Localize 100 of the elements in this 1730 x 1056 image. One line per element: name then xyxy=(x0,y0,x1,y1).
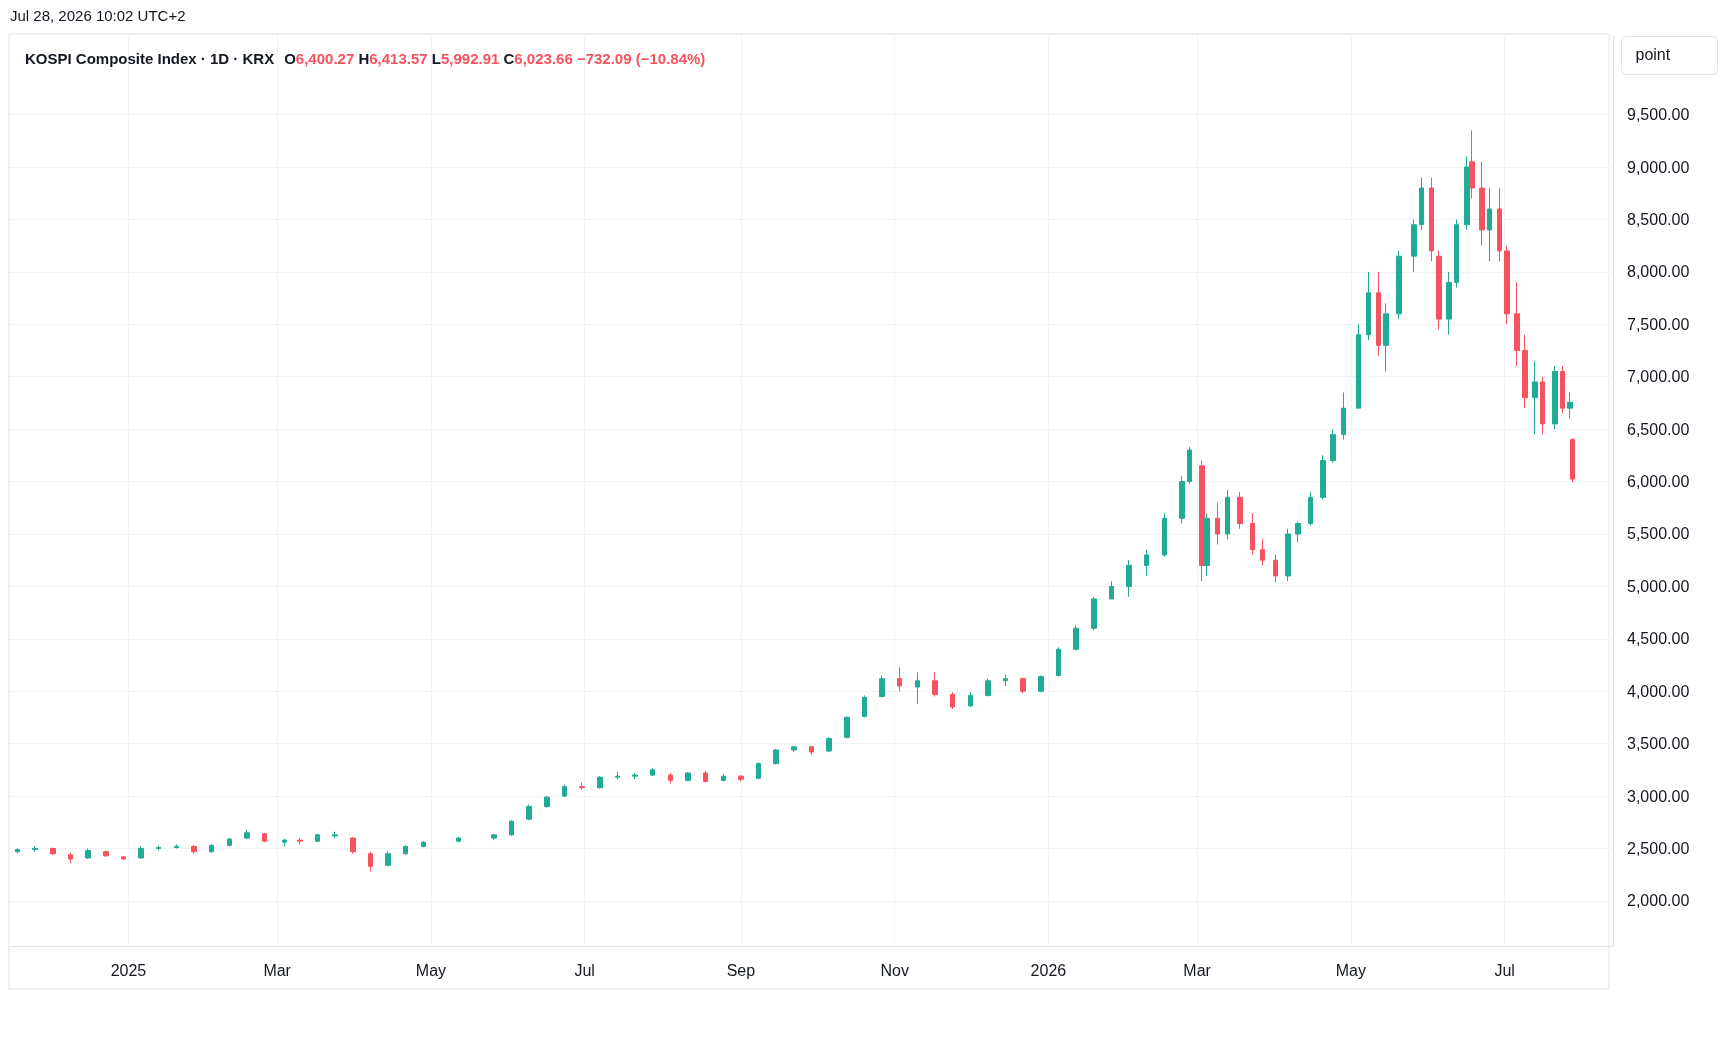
candlestick xyxy=(50,846,56,856)
candlestick xyxy=(1552,365,1558,430)
candlestick xyxy=(668,772,673,784)
y-tick-label: 4,000.00 xyxy=(1627,682,1690,700)
candlestick xyxy=(791,745,797,753)
candlestick xyxy=(1038,675,1044,693)
candlestick xyxy=(615,771,620,780)
candlestick xyxy=(1330,428,1336,464)
candlestick xyxy=(1162,512,1167,558)
candlestick xyxy=(1514,281,1520,367)
candlestick xyxy=(421,840,426,848)
candlestick xyxy=(1056,646,1061,678)
candlestick xyxy=(297,837,303,845)
candlestick xyxy=(403,844,408,856)
candlestick xyxy=(1570,437,1575,483)
candlestick xyxy=(1003,673,1008,687)
x-tick-label: Nov xyxy=(880,961,909,979)
candlestick xyxy=(1285,528,1291,582)
y-tick-label: 9,000.00 xyxy=(1627,158,1690,176)
x-tick-label: May xyxy=(415,961,447,979)
candlestick xyxy=(15,848,20,854)
candlestick xyxy=(526,803,532,821)
candlestick xyxy=(1504,245,1510,325)
candlestick xyxy=(315,833,320,843)
candlestick xyxy=(509,819,514,837)
x-tick-label: Jul xyxy=(574,961,595,979)
candlestick xyxy=(1215,502,1220,545)
candlestick xyxy=(1109,580,1114,600)
candlestick xyxy=(879,675,885,699)
candlestick xyxy=(1308,491,1313,527)
y-tick-label: 8,500.00 xyxy=(1627,210,1690,228)
candlestick xyxy=(1479,161,1485,247)
candlestick xyxy=(562,784,567,798)
candlestick xyxy=(227,837,232,847)
candlestick xyxy=(1366,271,1371,341)
x-tick-label: 2026 xyxy=(1030,961,1067,979)
candlestick xyxy=(1341,391,1346,441)
candlestick xyxy=(1560,365,1565,414)
candlestick xyxy=(1144,549,1149,577)
candlestick xyxy=(650,767,655,777)
x-tick-label: May xyxy=(1335,961,1366,979)
candlestick xyxy=(685,771,691,782)
text: O6,400.27 H6,413.57 L5,992.91 C6,023.66 −732.09 (−10.84%) xyxy=(284,49,706,67)
candlestick xyxy=(491,833,497,841)
candlestick xyxy=(632,772,638,780)
candlestick xyxy=(1225,489,1230,540)
candlestick xyxy=(1487,187,1492,262)
candlestick xyxy=(597,775,603,790)
candlestick xyxy=(1187,446,1192,485)
candlestick xyxy=(721,773,726,782)
candlestick xyxy=(32,845,38,853)
candlestick xyxy=(332,831,338,839)
candlestick xyxy=(897,666,902,692)
y-tick-label: 2,500.00 xyxy=(1627,840,1690,857)
candlestick xyxy=(915,671,920,705)
candlestick xyxy=(1199,460,1205,582)
candlestick xyxy=(1436,250,1442,331)
candlestick xyxy=(1396,250,1402,320)
candlestick xyxy=(1446,271,1452,336)
candlestick xyxy=(862,694,867,718)
candlestick xyxy=(1497,187,1502,262)
candlestick xyxy=(703,770,708,783)
candlestick xyxy=(1356,323,1361,409)
candlestick xyxy=(1567,391,1573,420)
y-tick-label: 7,500.00 xyxy=(1627,315,1690,333)
candlestick xyxy=(950,691,955,710)
y-tick-label: 9,500.00 xyxy=(1627,106,1690,124)
candlestick xyxy=(1522,334,1528,409)
candlestick xyxy=(738,774,744,782)
candlestick xyxy=(1091,596,1097,631)
candlestick xyxy=(1295,520,1301,543)
candlestick xyxy=(1383,302,1389,372)
candlestick xyxy=(826,736,832,753)
candlestick xyxy=(1469,129,1475,199)
candlestick xyxy=(579,781,585,791)
y-tick-label: 3,500.00 xyxy=(1627,735,1690,753)
text: KOSPI Composite Index · 1D · KRX xyxy=(25,49,275,67)
candlestick xyxy=(1411,218,1417,273)
candlestick xyxy=(1320,454,1326,500)
y-tick-label: 3,000.00 xyxy=(1627,787,1690,805)
candlestick xyxy=(282,838,287,847)
x-tick-label: Mar xyxy=(263,961,292,979)
candlestick xyxy=(1073,624,1079,651)
candlestick xyxy=(932,671,938,697)
candlestick xyxy=(1429,177,1434,262)
candlestick xyxy=(103,850,109,858)
x-tick-label: Sep xyxy=(726,961,756,979)
candlestick xyxy=(385,851,391,867)
y-tick-label: 7,000.00 xyxy=(1627,368,1690,386)
candlestick xyxy=(809,745,814,756)
candlestick xyxy=(1273,554,1278,583)
candlestick xyxy=(1376,271,1381,357)
x-tick-label: 2025 xyxy=(110,961,147,979)
candlestick xyxy=(1204,512,1210,577)
candlestick xyxy=(1179,475,1185,524)
candlestick xyxy=(191,844,197,855)
candlestick xyxy=(156,844,161,852)
x-tick-label: Mar xyxy=(1183,961,1212,979)
candlestick xyxy=(85,848,91,860)
candlestick xyxy=(368,851,373,873)
